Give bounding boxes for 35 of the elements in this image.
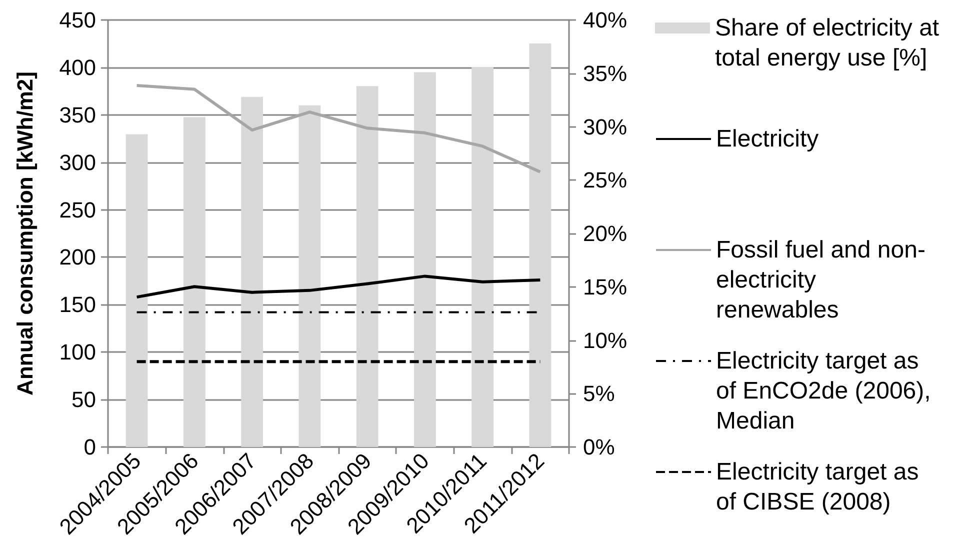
legend-label: Electricity target as of CIBSE (2008)	[716, 458, 919, 516]
y2-tick-label: 10%	[583, 328, 628, 353]
y-tick-label: 50	[72, 387, 96, 412]
y2-tick-label: 20%	[583, 221, 628, 246]
bar	[414, 72, 436, 447]
y-tick-label: 400	[59, 54, 96, 80]
bar	[529, 43, 552, 447]
y-tick-label: 150	[59, 292, 96, 318]
y-tick-label: 350	[59, 102, 96, 128]
y-tick-label: 0	[84, 434, 96, 460]
y-tick-label: 300	[59, 150, 96, 175]
y2-tick-label: 25%	[583, 168, 628, 193]
line-series	[135, 274, 542, 299]
bar	[298, 105, 321, 447]
y-tick-label: 450	[59, 8, 96, 32]
y2-tick-label: 5%	[583, 381, 615, 406]
legend-label: Share of electricity at total energy use [%]	[715, 14, 940, 72]
bar	[241, 96, 264, 447]
y2-tick-label: 15%	[583, 274, 628, 300]
line-series	[135, 84, 542, 174]
bar	[183, 117, 206, 447]
y2-tick-label: 40%	[583, 8, 628, 32]
y2-tick-label: 0%	[583, 434, 615, 460]
y-axis-title: Annual consumption [kWh/m2]	[12, 72, 38, 396]
legend-label: Electricity target as of EnCO2de (2006), Median	[716, 348, 931, 434]
y2-tick-label: 35%	[583, 60, 628, 86]
y-tick-label: 200	[59, 244, 96, 270]
legend-label: Electricity	[716, 126, 819, 152]
bar	[126, 134, 148, 447]
legend-label: Fossil fuel and non-electricity renewables	[716, 236, 926, 324]
bar	[472, 66, 494, 447]
y-tick-label: 250	[59, 197, 96, 222]
y2-tick-label: 30%	[583, 114, 628, 140]
bar	[356, 86, 378, 447]
y-tick-label: 100	[59, 340, 96, 365]
